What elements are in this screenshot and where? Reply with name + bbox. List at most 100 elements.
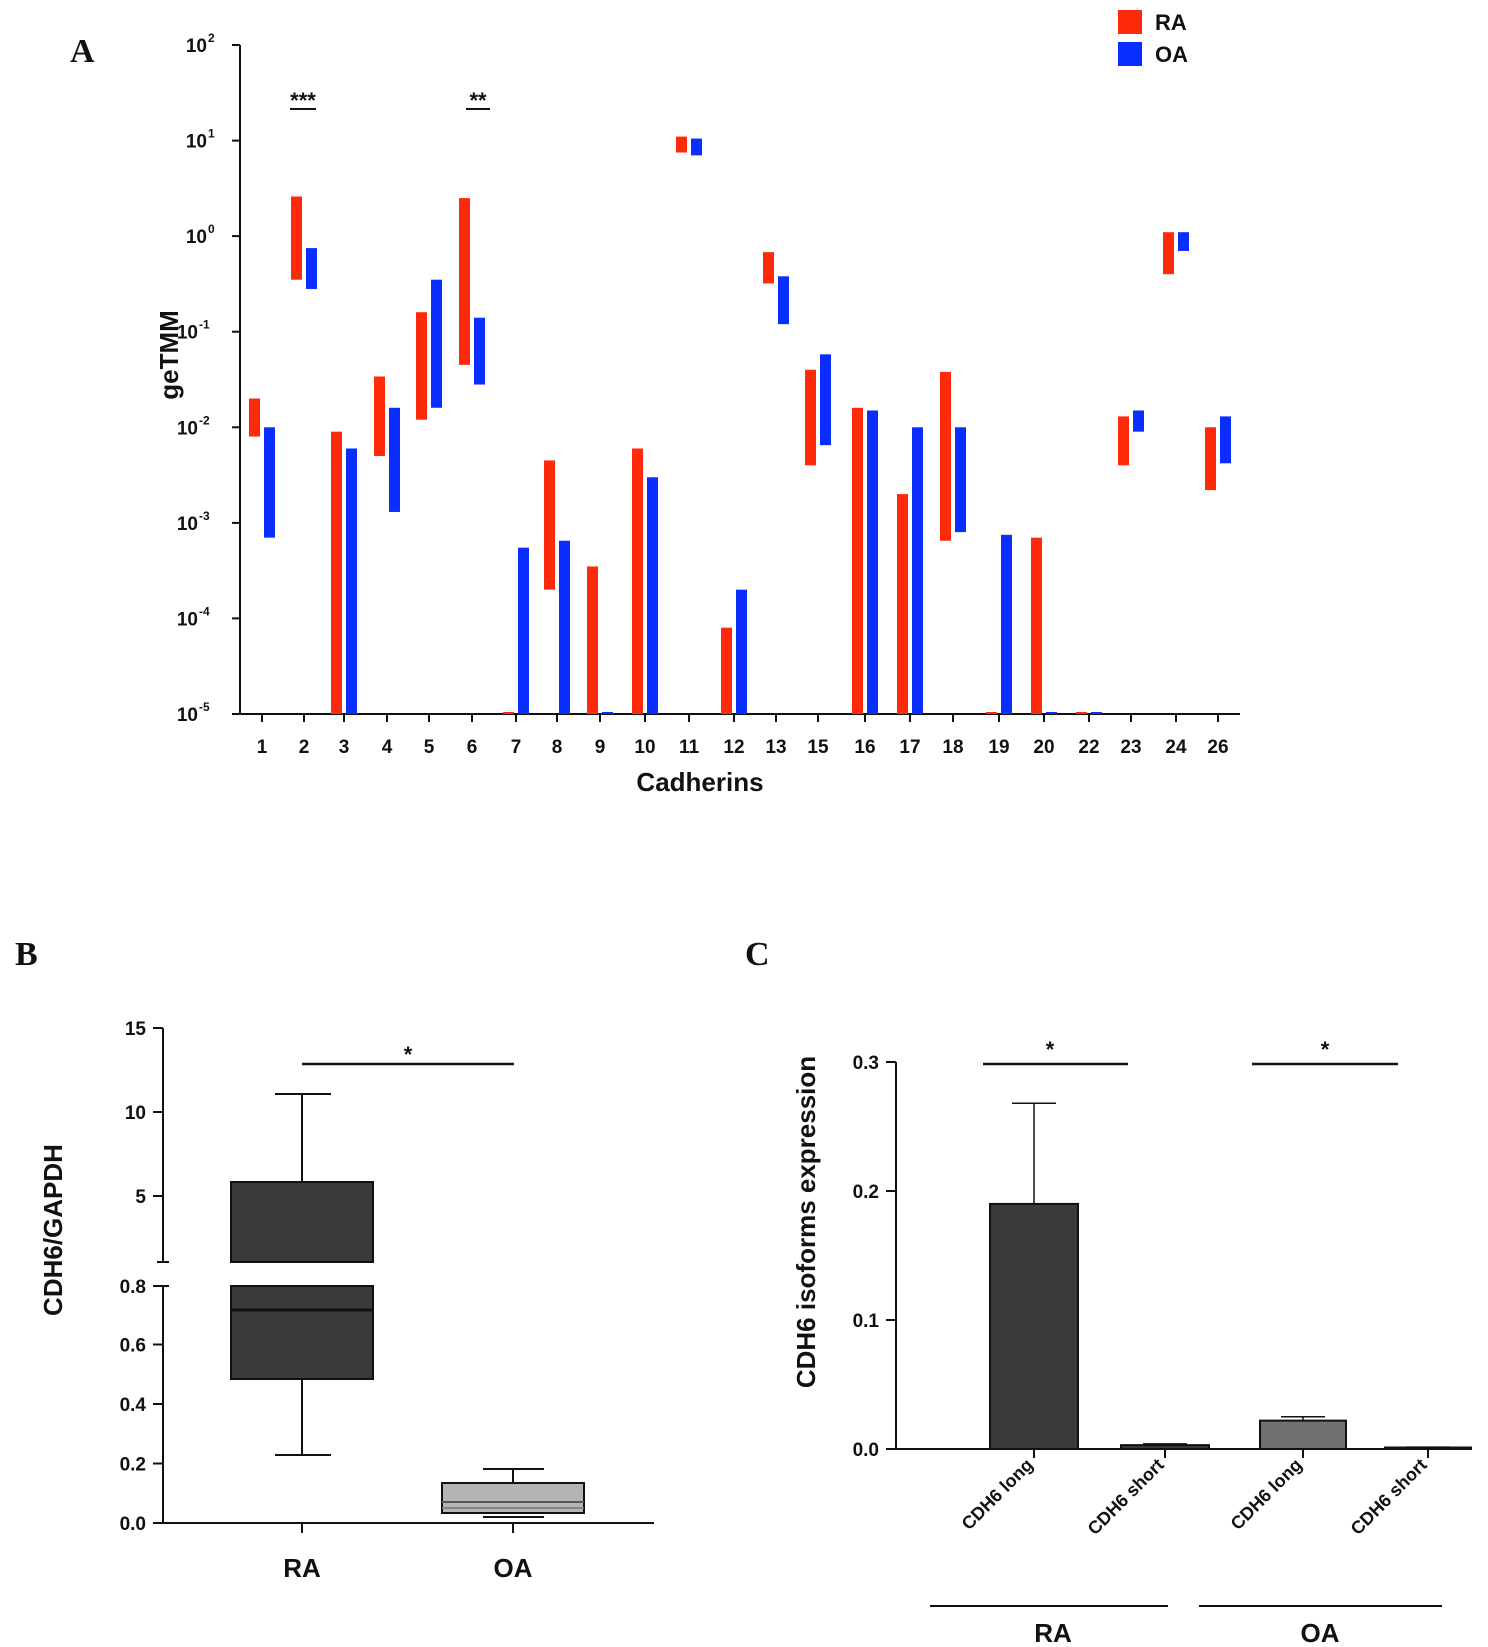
panel-a-x-ticks: 1 2 3 4 5 6 7 8 9 10 11 12 13 15 16 17 18 19 20 22 23 24 26 (257, 714, 1229, 758)
panel-c-letter: C (745, 936, 770, 973)
x-tick-label: 22 (1078, 737, 1099, 758)
bar-oa-cdh16 (867, 410, 878, 714)
bar-oa-cdh19 (1001, 534, 1012, 714)
bar-ra-cdh16 (852, 407, 863, 714)
bar-ra-cdh20 (1031, 537, 1042, 714)
y-tick-label: 0.6 (120, 1336, 146, 1357)
y-tick-label: 10 -1 (177, 318, 240, 344)
panel-c-y-ticks: 0.0 0.1 0.2 0.3 (853, 1053, 896, 1461)
bar-ra-cdh22 (1076, 712, 1087, 714)
x-tick-label: 4 (382, 737, 393, 758)
x-category-oa: OA (494, 1553, 533, 1583)
panel-a-y-ticks: 10 2 10 1 10 0 10 -1 10 -2 10 -3 10 -4 10 -5 (177, 31, 240, 726)
bar-oa-cdh23 (1133, 410, 1144, 432)
panel-b-y-axis-label: CDH6/GAPDH (38, 1144, 68, 1316)
panel-b-letter: B (15, 936, 38, 973)
bar-oa-cdh8 (559, 540, 570, 714)
y-tick-label: 0.2 (853, 1182, 879, 1203)
bar-oa-cdh5 (431, 279, 442, 408)
x-tick-label: 23 (1120, 737, 1141, 758)
panel-b: B CDH6/GAPDH 0.0 0.2 0.4 0.6 0.8 5 10 15 (15, 936, 654, 1583)
bar-ra-cdh18 (940, 371, 951, 541)
significance-label: * (1321, 1037, 1330, 1062)
svg-text:10: 10 (186, 227, 207, 248)
box-ra (230, 1093, 374, 1456)
x-tick-label: 18 (942, 737, 963, 758)
bar-oa-long (1259, 1419, 1347, 1450)
svg-text:10: 10 (186, 36, 207, 57)
bar-oa-cdh20 (1046, 712, 1057, 714)
svg-text:10: 10 (177, 418, 198, 439)
bar-oa-cdh15 (820, 354, 831, 446)
bar-ra-cdh9 (587, 566, 598, 714)
y-tick-label: 10 -2 (177, 413, 240, 439)
y-tick-label: 10 0 (186, 222, 240, 248)
bar-ra-cdh26 (1205, 427, 1216, 491)
svg-text:10: 10 (186, 132, 207, 153)
bar-oa-cdh10 (647, 477, 658, 714)
panel-c-bars (989, 1102, 1472, 1451)
svg-text:-3: -3 (199, 509, 210, 523)
svg-text:-2: -2 (199, 413, 210, 427)
bar-oa-cdh22 (1091, 712, 1102, 714)
y-tick-label: 10 -5 (177, 700, 240, 726)
x-tick-label: 12 (723, 737, 744, 758)
svg-text:-5: -5 (199, 700, 210, 714)
panel-a-x-axis-label: Cadherins (636, 767, 763, 797)
bar-oa-cdh4 (389, 407, 400, 512)
box-lower-segment (230, 1285, 374, 1380)
significance-label: ** (469, 88, 487, 113)
y-tick-label: 10 (125, 1103, 146, 1124)
bar-oa-cdh24 (1178, 232, 1189, 251)
panel-c: C CDH6 isoforms expression 0.0 0.1 0.2 0… (745, 936, 1472, 1647)
bar-ra-cdh10 (632, 448, 643, 714)
bar-ra-short (1120, 1444, 1210, 1451)
x-tick-label: 13 (765, 737, 786, 758)
legend-label-oa: OA (1155, 42, 1188, 67)
bar-ra-cdh5 (416, 312, 427, 420)
panel-a: A geTMM Cadherins RA OA 10 2 10 1 10 0 10 -1… (70, 10, 1240, 797)
bar-ra-cdh15 (805, 369, 816, 466)
svg-text:-4: -4 (199, 604, 210, 618)
bar-ra-long (989, 1202, 1079, 1451)
y-tick-label: 10 2 (186, 31, 240, 57)
panel-b-significance: * (302, 1042, 514, 1067)
bar-ra-cdh11 (676, 136, 687, 153)
x-tick-label: 10 (634, 737, 655, 758)
y-tick-label: 0.3 (853, 1053, 879, 1074)
x-tick-label: 26 (1207, 737, 1228, 758)
bar-ra-cdh6 (459, 198, 470, 365)
x-tick-label: 19 (988, 737, 1009, 758)
panel-a-y-axis-label: geTMM (154, 310, 184, 400)
panel-a-bars (249, 136, 1231, 714)
x-tick-label: 2 (299, 737, 310, 758)
y-tick-label: 0.0 (120, 1514, 146, 1535)
x-tick-label: 1 (257, 737, 268, 758)
bar-oa-cdh1 (264, 427, 275, 538)
group-label-oa: OA (1301, 1618, 1340, 1647)
box-upper-segment (230, 1181, 374, 1263)
bar-ra-cdh12 (721, 627, 732, 714)
x-tick-label: 8 (552, 737, 563, 758)
y-tick-label: 0.0 (853, 1440, 879, 1461)
x-tick-label: 6 (467, 737, 478, 758)
y-tick-label: 0.1 (853, 1311, 880, 1332)
bar-oa-cdh6 (474, 317, 485, 385)
bar-ra-cdh17 (897, 494, 908, 714)
bar-oa-cdh17 (912, 427, 923, 714)
x-tick-label: 5 (424, 737, 435, 758)
bar-ra-cdh3 (331, 431, 342, 714)
bar-oa-cdh3 (346, 448, 357, 714)
svg-text:-1: -1 (199, 318, 210, 332)
svg-text:10: 10 (177, 514, 198, 535)
y-tick-label: 10 -3 (177, 509, 240, 535)
bar-ra-cdh24 (1163, 232, 1174, 275)
box-oa (441, 1468, 585, 1518)
y-tick-label: 0.8 (120, 1277, 146, 1298)
panel-a-letter: A (70, 33, 95, 70)
svg-text:10: 10 (177, 323, 198, 344)
panel-c-y-axis-label: CDH6 isoforms expression (791, 1056, 821, 1388)
y-tick-label: 0.4 (120, 1395, 147, 1416)
x-tick-label: 15 (807, 737, 829, 758)
